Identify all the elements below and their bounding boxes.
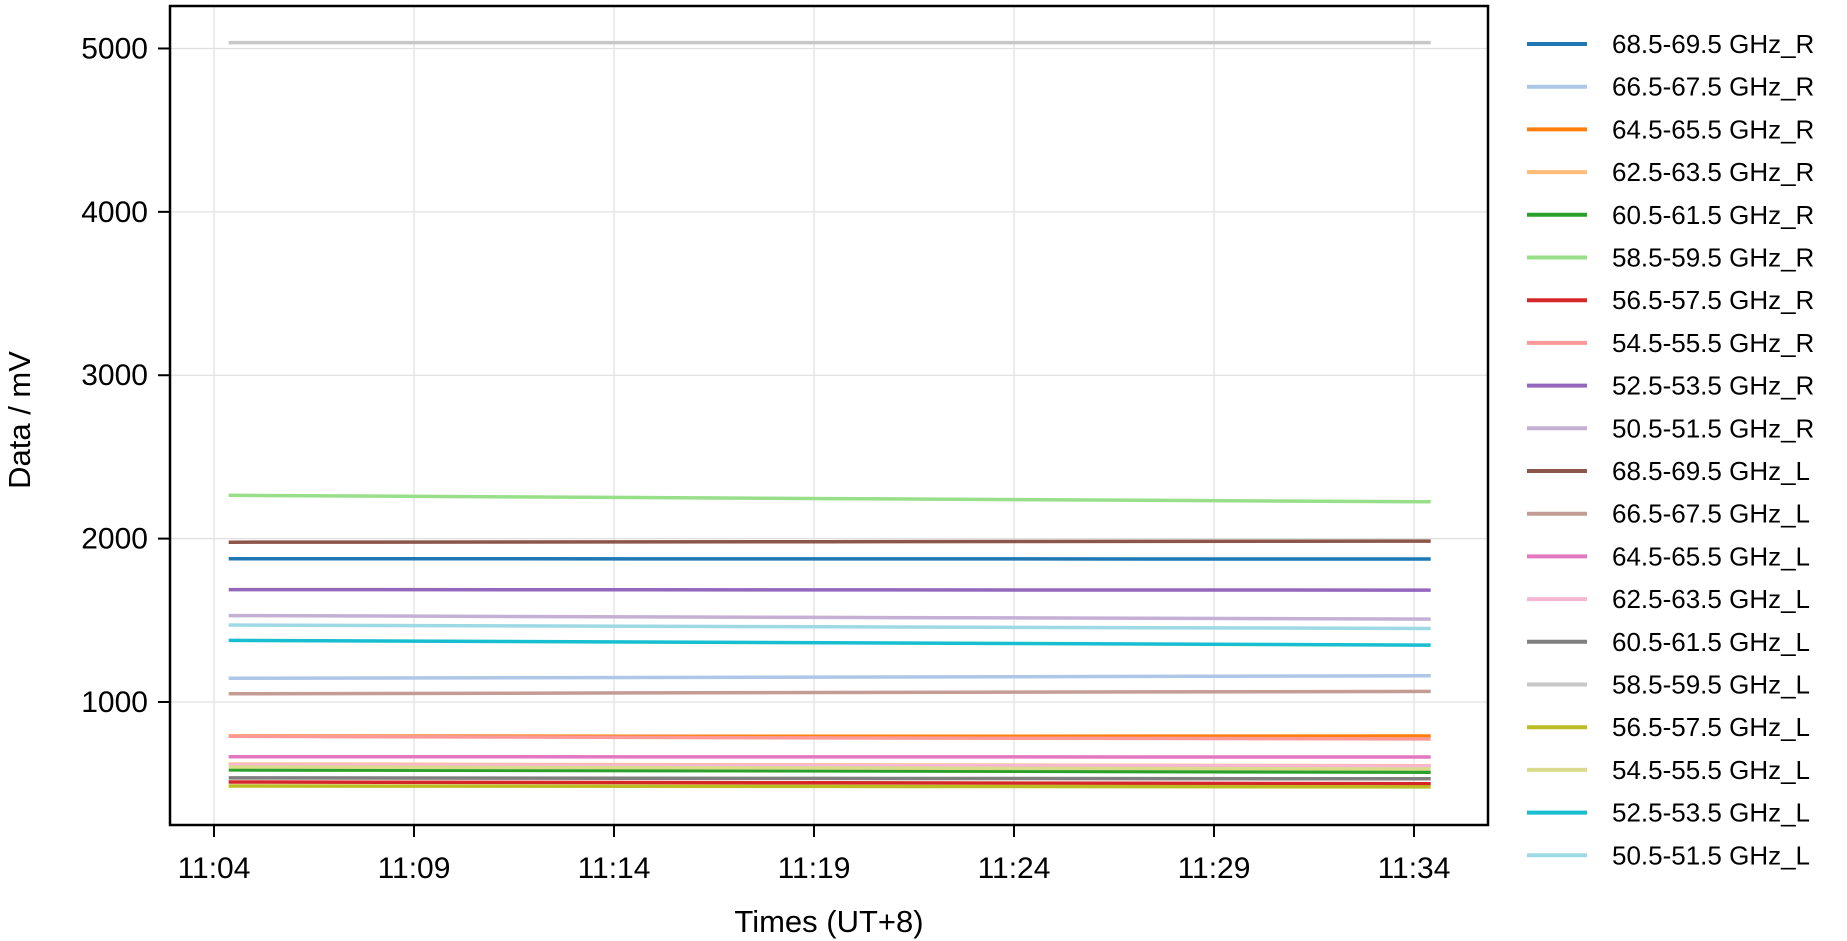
legend-label: 56.5-57.5 GHz_L bbox=[1612, 712, 1810, 742]
series-line bbox=[228, 539, 1431, 544]
legend-label: 58.5-59.5 GHz_R bbox=[1612, 243, 1814, 273]
legend-label: 66.5-67.5 GHz_L bbox=[1612, 499, 1810, 529]
series-line bbox=[228, 780, 1431, 786]
y-tick-label: 2000 bbox=[81, 523, 148, 556]
x-tick-label: 11:04 bbox=[178, 852, 251, 885]
legend-label: 62.5-63.5 GHz_L bbox=[1612, 584, 1810, 614]
y-tick-label: 4000 bbox=[81, 196, 148, 229]
series-line bbox=[228, 689, 1431, 696]
y-tick-label: 5000 bbox=[81, 32, 148, 65]
series-line bbox=[228, 768, 1431, 774]
series-line bbox=[228, 776, 1431, 781]
legend-label: 60.5-61.5 GHz_L bbox=[1612, 627, 1810, 657]
legend-label: 52.5-53.5 GHz_R bbox=[1612, 371, 1814, 401]
legend-label: 64.5-65.5 GHz_R bbox=[1612, 114, 1814, 144]
legend-label: 58.5-59.5 GHz_L bbox=[1612, 670, 1810, 700]
legend-label: 60.5-61.5 GHz_R bbox=[1612, 200, 1814, 230]
x-axis: 11:04 11:09 11:14 11:19 11:24 11:29 11:34 bbox=[178, 825, 1451, 885]
series-line bbox=[228, 623, 1431, 631]
grid bbox=[170, 6, 1488, 825]
axes-frame bbox=[168, 4, 1490, 827]
series-line bbox=[228, 587, 1431, 592]
y-tick-label: 1000 bbox=[81, 686, 148, 719]
x-tick-label: 11:29 bbox=[1178, 852, 1251, 885]
y-tick-label: 3000 bbox=[81, 359, 148, 392]
legend-label: 54.5-55.5 GHz_L bbox=[1612, 755, 1810, 785]
series-line bbox=[228, 493, 1431, 504]
x-tick-label: 11:24 bbox=[978, 852, 1051, 885]
legend-label: 50.5-51.5 GHz_R bbox=[1612, 413, 1814, 443]
legend-label: 52.5-53.5 GHz_L bbox=[1612, 798, 1810, 828]
legend-label: 62.5-63.5 GHz_R bbox=[1612, 157, 1814, 187]
series-line bbox=[228, 613, 1431, 621]
legend-label: 68.5-69.5 GHz_R bbox=[1612, 29, 1814, 59]
legend-label: 54.5-55.5 GHz_R bbox=[1612, 328, 1814, 358]
legend-label: 66.5-67.5 GHz_R bbox=[1612, 72, 1814, 102]
legend-label: 56.5-57.5 GHz_R bbox=[1612, 285, 1814, 315]
x-tick-label: 11:34 bbox=[1378, 852, 1451, 885]
series-line bbox=[228, 765, 1431, 771]
y-axis-label: Data / mV bbox=[2, 351, 37, 489]
legend-label: 68.5-69.5 GHz_L bbox=[1612, 456, 1810, 486]
series-lines bbox=[228, 40, 1431, 789]
x-tick-label: 11:14 bbox=[578, 852, 651, 885]
legend-label: 64.5-65.5 GHz_L bbox=[1612, 541, 1810, 571]
x-axis-label: Times (UT+8) bbox=[734, 904, 923, 939]
series-line bbox=[228, 734, 1431, 741]
legend-label: 50.5-51.5 GHz_L bbox=[1612, 840, 1810, 870]
series-line bbox=[228, 638, 1431, 647]
y-axis: 1000 2000 3000 4000 5000 bbox=[81, 32, 170, 719]
series-line bbox=[228, 784, 1431, 789]
series-line bbox=[228, 763, 1431, 768]
legend: 68.5-69.5 GHz_R 66.5-67.5 GHz_R 64.5-65.5 … bbox=[1527, 29, 1814, 870]
x-tick-label: 11:19 bbox=[778, 852, 851, 885]
x-tick-label: 11:09 bbox=[378, 852, 451, 885]
series-line bbox=[228, 674, 1431, 681]
